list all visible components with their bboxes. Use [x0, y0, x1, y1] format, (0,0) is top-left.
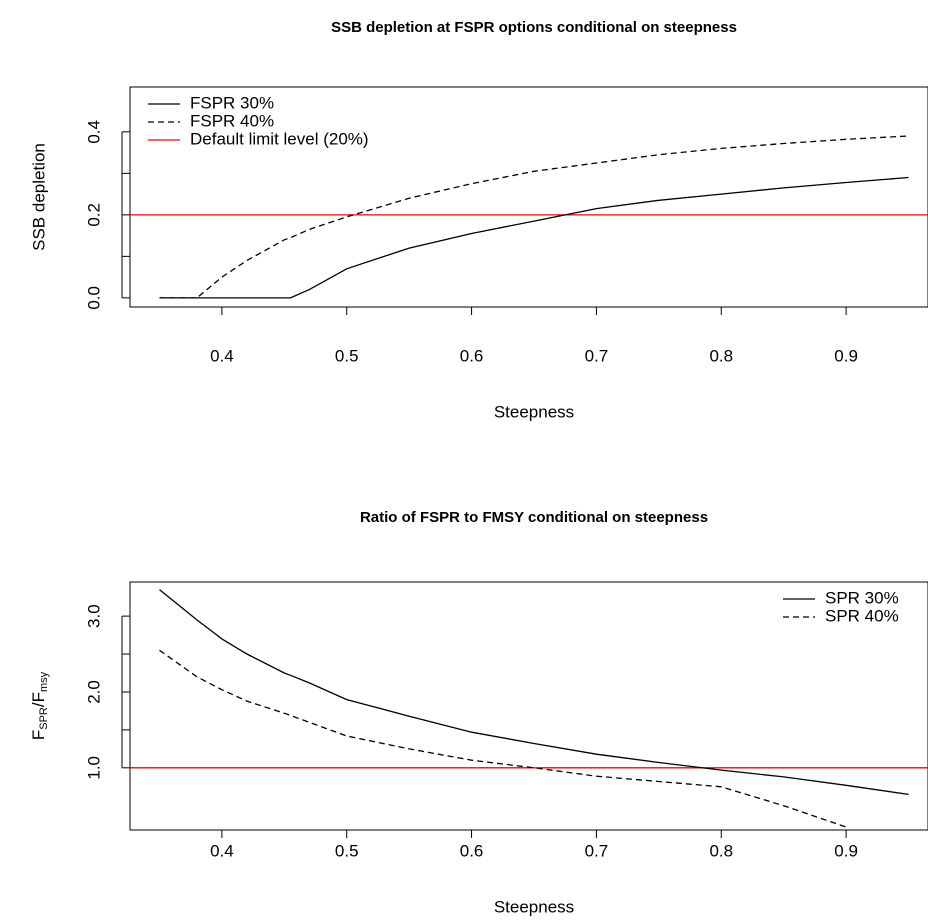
y-tick-label: 1.0: [84, 756, 103, 780]
x-axis-label: Steepness: [494, 897, 574, 916]
chart-title: SSB depletion at FSPR options conditiona…: [331, 19, 737, 36]
x-tick-label: 0.9: [834, 841, 858, 860]
legend-label: FSPR 30%: [190, 93, 274, 112]
y-axis-label-part: msy: [38, 671, 50, 692]
chart-title: Ratio of FSPR to FMSY conditional on ste…: [360, 509, 708, 526]
plot-area: [159, 589, 909, 828]
y-axis-label-part: /F: [29, 692, 48, 707]
x-axis-label: Steepness: [494, 402, 574, 421]
y-axis-label-part: F: [29, 730, 48, 740]
plot-box: [129, 581, 928, 831]
legend-label: SPR 30%: [825, 588, 899, 607]
x-tick-label: 0.8: [709, 346, 733, 365]
x-tick-label: 0.4: [210, 346, 234, 365]
x-tick-label: 0.9: [834, 346, 858, 365]
y-axis-label: SSB depletion: [29, 143, 48, 251]
x-tick-label: 0.7: [585, 346, 609, 365]
legend-label: Default limit level (20%): [190, 129, 369, 148]
x-tick-label: 0.6: [460, 346, 484, 365]
y-tick-label: 0.2: [84, 203, 103, 227]
series-line: [159, 176, 909, 299]
legend-label: SPR 40%: [825, 606, 899, 625]
y-axis-label: FSPR/Fmsy: [29, 671, 49, 740]
y-tick-label: 2.0: [84, 680, 103, 704]
y-tick-label: 0.0: [84, 286, 103, 310]
x-tick-label: 0.7: [585, 841, 609, 860]
x-tick-label: 0.5: [335, 841, 359, 860]
series-line: [159, 589, 909, 796]
plot-area: [159, 135, 909, 299]
legend-label: FSPR 40%: [190, 111, 274, 130]
y-tick-label: 0.4: [84, 120, 103, 144]
y-tick-label: 3.0: [84, 604, 103, 628]
x-tick-label: 0.8: [709, 841, 733, 860]
series-line: [159, 649, 847, 828]
x-tick-label: 0.6: [460, 841, 484, 860]
y-axis-label-part: SPR: [38, 707, 50, 730]
x-tick-label: 0.4: [210, 841, 234, 860]
x-tick-label: 0.5: [335, 346, 359, 365]
series-line: [159, 135, 909, 299]
